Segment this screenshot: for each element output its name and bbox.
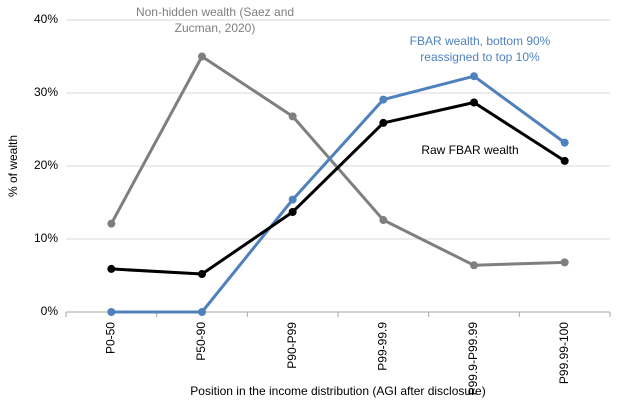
series-label: Non-hidden wealth (Saez and Zucman, 2020… (135, 5, 295, 35)
y-tick-label: 0% (41, 304, 59, 318)
point (470, 72, 478, 81)
y-axis-label: % of wealth (6, 135, 20, 197)
series-label-box: Raw FBAR wealth (421, 143, 519, 157)
point (288, 195, 297, 204)
point (107, 264, 116, 273)
x-tick-label: P99.99-100 (557, 322, 571, 384)
series-label-box: Non-hidden wealth (Saez and Zucman, 2020… (135, 5, 295, 35)
point (470, 98, 478, 107)
series-label-box: FBAR wealth, bottom 90% reassigned to to… (409, 34, 551, 64)
x-tick-label: P99-99.9 (376, 322, 390, 371)
point (288, 112, 297, 121)
point (379, 95, 388, 104)
series-label: FBAR wealth, bottom 90% reassigned to to… (409, 34, 551, 64)
point (107, 308, 116, 316)
point (470, 261, 478, 270)
y-tick-label: 10% (34, 231, 58, 245)
point (198, 308, 206, 316)
point (379, 216, 388, 225)
y-tick-label: 20% (34, 158, 58, 172)
point (107, 219, 116, 228)
point (198, 52, 206, 61)
point (198, 270, 206, 279)
x-axis-label: Position in the income distribution (AGI… (190, 384, 485, 398)
x-tick-label: P99.9-P99.99 (466, 322, 480, 396)
point (560, 258, 569, 267)
point (379, 118, 388, 127)
y-tick-label: 30% (34, 85, 58, 99)
series-line (111, 100, 566, 276)
series-line (111, 74, 566, 314)
series-label: Raw FBAR wealth (421, 143, 519, 157)
x-tick-label: P50-90 (194, 322, 208, 361)
point (560, 156, 569, 165)
point (288, 207, 297, 216)
x-tick-label: P0-50 (104, 322, 118, 354)
y-tick-label: 40% (34, 12, 58, 26)
point (560, 138, 569, 147)
x-tick-label: P90-P99 (285, 322, 299, 369)
